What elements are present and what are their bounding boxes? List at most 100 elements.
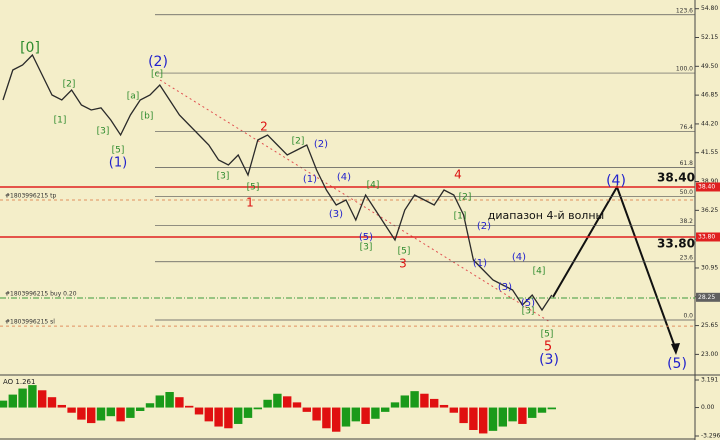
fib-label: 0.0 [683,313,693,320]
wave-label: [3] [97,127,110,137]
wave-label: (1) [109,156,127,171]
ao-bar [371,407,380,419]
ao-bar [204,407,213,422]
y-tick-label: 25.65 [701,322,718,329]
fib-label: 100.0 [676,66,693,73]
wave-label: [5] [112,146,125,156]
wave-label: [b] [141,112,154,122]
ao-bar [332,407,341,432]
ao-bar [312,407,321,421]
y-tick-label: 41.55 [701,149,718,156]
fib-label: 61.8 [680,160,694,167]
ao-bar [253,407,262,410]
ao-bar [8,394,17,408]
ao-bar [498,407,507,427]
wave-label: [c] [151,70,163,80]
ao-bar [47,397,57,408]
ao-bar [145,403,155,408]
ao-bar [185,405,194,408]
wave-label: (4) [606,173,626,189]
price-marker-label: 28.25 [698,294,715,301]
wave-label: (4) [337,172,351,183]
ao-bar [508,407,517,422]
wave-label: [2] [459,193,472,203]
ao-bar [87,407,96,424]
y-tick-label: 44.20 [701,120,718,127]
ao-bar [273,393,282,408]
wave-label: (5) [667,356,687,372]
order-label: #1803996215 tp [5,193,56,200]
ao-bar [390,402,400,408]
ao-bar [28,385,37,408]
ao-bar [459,407,468,424]
fib-label: 76.4 [680,124,694,131]
wave-label: [5] [398,247,411,257]
y-tick-label: -3.296 [701,433,720,440]
ao-bar [96,407,106,421]
wave-label: (2) [314,139,328,150]
arrow-head [671,343,680,355]
y-tick-label: 0.00 [701,404,715,411]
wave-label: [2] [63,80,76,90]
price-marker [696,182,720,192]
ao-bar [77,407,86,420]
wave-label: 4 [454,168,462,182]
price-marker [696,292,720,302]
wave-label: (1) [473,258,487,269]
wave-label: (3) [539,352,559,368]
price-line [2,53,553,312]
y-tick-label: 23.00 [701,351,718,358]
ao-bar [224,407,233,429]
ao-bar [537,407,547,413]
wave-label: 38.40 [657,171,695,185]
y-tick-label: 36.25 [701,207,718,214]
fib-label: 50.0 [680,189,694,196]
wave-label: [3] [217,172,230,182]
wave-label: [4] [367,181,380,191]
ao-bar [194,407,204,415]
wave-label: [5] [247,183,260,193]
ao-bar [341,407,351,427]
ao-bar [400,395,409,408]
price-marker-label: 33.80 [698,233,715,240]
ao-bar [351,407,360,422]
ao-bar [469,407,478,430]
wave-label: 2 [260,120,268,134]
ao-bar [528,407,537,418]
ao-bar [155,395,164,408]
fib-label: 23.6 [680,254,694,261]
ao-bar [243,407,253,418]
price-marker-label: 38.40 [698,183,715,190]
ao-bar [547,407,556,410]
wave-label: [1] [54,116,67,126]
order-label: #1803996215 sl [5,319,55,326]
ao-bar [361,407,370,424]
ao-bar [283,396,292,408]
indicator-title: AO 1.261 [3,378,35,386]
wave-label: [3] [360,243,373,253]
ao-bar [0,400,8,408]
wave-label: (3) [498,282,512,293]
y-tick-label: 52.15 [701,34,718,41]
y-tick-label: 54.80 [701,5,718,12]
wave-label: (5) [359,232,373,243]
wave-label: 1 [246,196,254,210]
wave-label: диапазон 4-й волны [488,209,604,222]
ao-bar [106,407,115,417]
y-tick-label: 46.85 [701,92,718,99]
ao-bar [518,407,527,424]
wave-label: (4) [512,252,526,263]
trend-line [159,79,551,323]
ao-bar [410,391,419,408]
ao-bar [57,404,66,408]
wave-label: [4] [533,267,546,277]
ao-bar [322,407,331,429]
wave-label: [2] [292,137,305,147]
ao-bar [18,388,27,408]
y-tick-label: 3.191 [701,377,718,384]
ao-bar [479,407,488,434]
price-marker [696,232,720,242]
y-tick-label: 38.90 [701,178,718,185]
